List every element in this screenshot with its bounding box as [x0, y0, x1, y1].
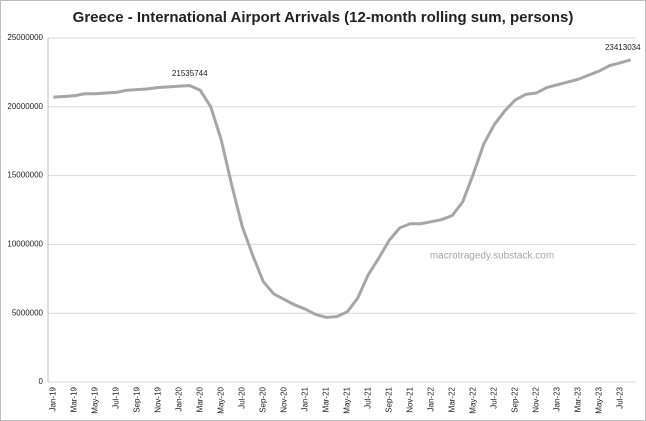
x-tick-label: Mar-23: [573, 386, 582, 412]
chart-title: Greece - International Airport Arrivals …: [73, 9, 574, 26]
x-tick-label: Mar-22: [447, 386, 456, 412]
x-tick-label: Mar-19: [69, 386, 78, 412]
data-line: [53, 58, 632, 319]
data-label: 23413034: [605, 43, 641, 52]
x-tick-label: Sep-19: [132, 386, 141, 412]
x-tick-label: Jan-22: [426, 386, 435, 411]
x-tick-label: Nov-20: [279, 386, 288, 412]
data-label: 21535744: [172, 69, 208, 78]
y-tick-label: 0: [39, 377, 44, 386]
y-tick-label: 20000000: [7, 102, 43, 111]
x-tick-label: Sep-20: [258, 386, 267, 412]
x-tick-label: Jan-21: [300, 386, 309, 411]
x-tick-label: May-21: [342, 386, 351, 413]
y-tick-label: 25000000: [7, 33, 43, 42]
x-tick-label: Jan-19: [48, 386, 57, 411]
y-tick-label: 10000000: [7, 240, 43, 249]
x-tick-label: May-22: [468, 386, 477, 413]
x-tick-label: May-19: [90, 386, 99, 413]
x-tick-label: Jul-20: [237, 386, 246, 408]
x-tick-label: Jan-20: [174, 386, 183, 411]
x-tick-label: Jan-23: [552, 386, 561, 411]
x-tick-label: Jul-21: [363, 386, 372, 408]
x-tick-label: May-20: [216, 386, 225, 413]
x-tick-label: Mar-20: [195, 386, 204, 412]
x-tick-label: Nov-22: [531, 386, 540, 412]
x-tick-label: Jul-19: [111, 386, 120, 408]
x-tick-label: Sep-22: [510, 386, 519, 412]
x-tick-label: Mar-21: [321, 386, 330, 412]
x-tick-label: Jul-23: [615, 386, 624, 408]
y-tick-label: 15000000: [7, 171, 43, 180]
x-tick-label: Sep-21: [384, 386, 393, 412]
x-tick-label: Nov-19: [153, 386, 162, 412]
x-tick-label: May-23: [594, 386, 603, 413]
x-tick-label: Nov-21: [405, 386, 414, 412]
y-tick-label: 5000000: [12, 308, 44, 317]
watermark: macrotragedy.substack.com: [430, 251, 554, 262]
x-tick-label: Jul-22: [489, 386, 498, 408]
